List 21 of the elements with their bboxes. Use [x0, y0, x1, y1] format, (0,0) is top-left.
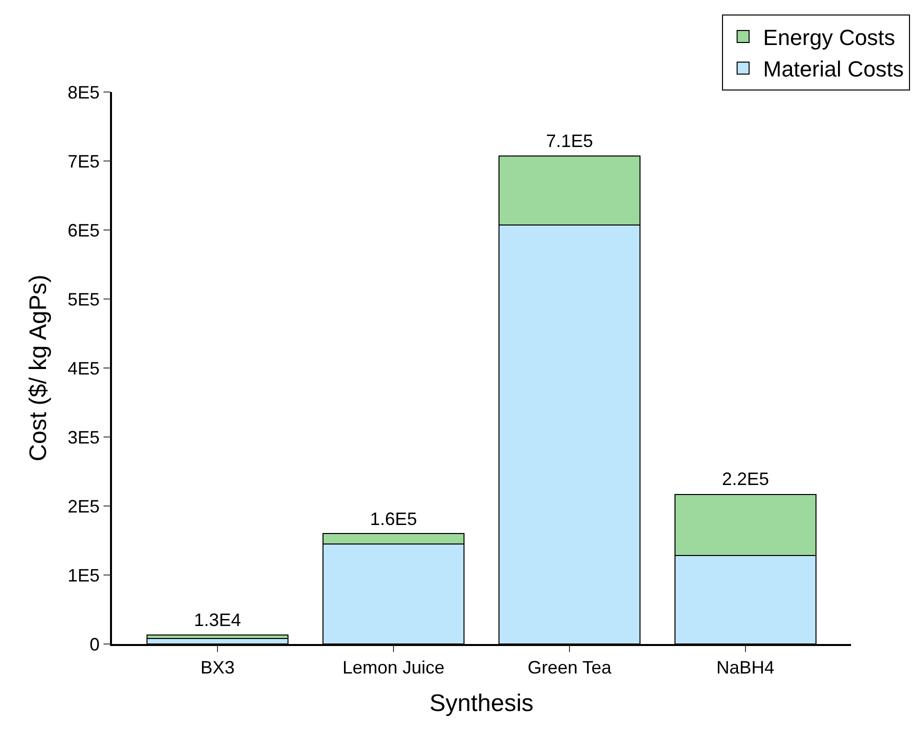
y-tick-label: 8E5 [68, 82, 100, 102]
y-tick-label: 6E5 [68, 220, 100, 240]
total-label: 7.1E5 [546, 131, 594, 151]
x-tick-label: Green Tea [528, 657, 612, 678]
y-tick-label: 7E5 [68, 151, 100, 172]
x-axis-title: Synthesis [429, 690, 534, 718]
y-axis-title: Cost ($/ kg AgPs) [25, 274, 52, 462]
legend-label: Material Costs [763, 56, 904, 82]
x-tick-label: BX3 [200, 657, 235, 678]
total-label: 2.2E5 [722, 469, 770, 489]
total-label: 1.6E5 [370, 509, 418, 529]
y-tick-label: 1E5 [68, 565, 100, 586]
y-tick-label: 5E5 [68, 289, 100, 310]
total-label: 1.3E4 [194, 610, 242, 630]
x-tick-label: NaBH4 [716, 657, 774, 678]
legend-label: Energy Costs [763, 25, 896, 50]
y-tick-label: 3E5 [68, 427, 100, 448]
x-tick-label: Lemon Juice [342, 657, 445, 678]
y-tick-label: 4E5 [68, 358, 100, 378]
y-tick-label: 2E5 [68, 496, 100, 516]
y-tick-label: 0 [90, 634, 100, 654]
